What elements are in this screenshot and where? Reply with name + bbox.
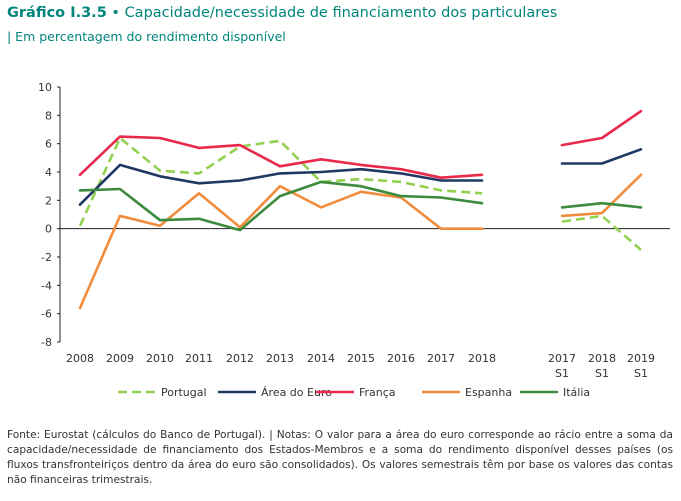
y-tick-label: 10: [38, 81, 52, 94]
series-line-portugal: [78, 136, 483, 227]
title-text: Capacidade/necessidade de financiamento …: [124, 5, 558, 21]
x-tick-label: 2008: [66, 352, 94, 365]
x-tick-label: 2017: [548, 352, 576, 365]
chart-number: Gráfico I.3.5: [7, 5, 107, 21]
x-tick-label: 2019: [627, 352, 655, 365]
x-tick-label: 2013: [266, 352, 294, 365]
x-tick-label: S1: [595, 367, 609, 380]
series-line-fran-a: [78, 135, 484, 179]
y-tick-label: -4: [41, 279, 52, 292]
y-tick-label: 6: [45, 138, 52, 151]
x-tick-label: S1: [555, 367, 569, 380]
title-separator: •: [111, 5, 120, 21]
y-tick-label: 8: [45, 109, 52, 122]
series-line-espanha: [560, 173, 643, 218]
line-chart: -8 -6 -4 -2 0 2 4 6 8 10 2008 2009 2010 2011 2012 2013 2…: [38, 81, 670, 399]
x-tick-label: S1: [634, 367, 648, 380]
series-line-portugal: [561, 214, 642, 251]
x-tick-label: 2011: [185, 352, 213, 365]
x-tick-label: 2015: [347, 352, 375, 365]
chart-subtitle: | Em percentagem do rendimento disponíve…: [7, 29, 286, 44]
x-tick-label: 2012: [226, 352, 254, 365]
legend-label: Espanha: [465, 386, 512, 399]
y-tick-label: 4: [45, 166, 52, 179]
legend-label: Área do Euro: [261, 386, 332, 399]
series-line--rea-do-euro: [78, 163, 484, 206]
x-tick-label: 2014: [307, 352, 335, 365]
x-tick-label: 2009: [106, 352, 134, 365]
series-line-espanha: [78, 184, 484, 310]
y-tick-label: -6: [41, 308, 52, 321]
x-tick-label: 2017: [427, 352, 455, 365]
y-tick-label: 0: [45, 223, 52, 236]
y-tick-label: 2: [45, 194, 52, 207]
series-line-fran-a: [560, 109, 643, 147]
chart-title: Gráfico I.3.5 • Capacidade/necessidade d…: [7, 5, 557, 21]
chart-footnote: Fonte: Eurostat (cálculos do Banco de Po…: [7, 429, 673, 486]
y-tick-label: -2: [41, 251, 52, 264]
legend-label: França: [359, 386, 396, 399]
x-tick-label: 2018: [588, 352, 616, 365]
x-tick-label: 2018: [468, 352, 496, 365]
x-tick-label: 2016: [387, 352, 415, 365]
legend-label: Portugal: [161, 386, 207, 399]
legend-label: Itália: [563, 386, 590, 399]
series-line-it-lia: [560, 201, 643, 209]
x-tick-label: 2010: [146, 352, 174, 365]
y-tick-label: -8: [41, 336, 52, 349]
series-line-it-lia: [78, 180, 484, 232]
series-line--rea-do-euro: [560, 148, 643, 165]
